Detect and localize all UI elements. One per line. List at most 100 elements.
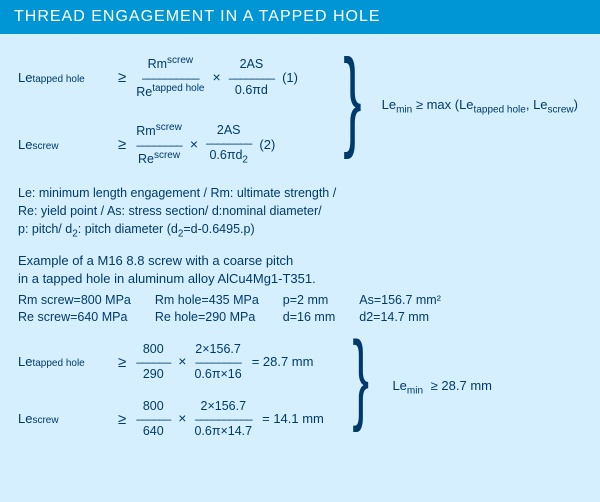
gte-symbol: ≥ — [118, 409, 126, 430]
eq2-frac2: 2AS –––––––– 0.6πd2 — [206, 122, 251, 168]
eq2-f2-line: –––––––– — [206, 140, 251, 146]
c2-f2-line: –––––––––– — [195, 416, 252, 422]
eq2-lhs: Lescrew — [18, 136, 110, 154]
example-l2: in a tapped hole in aluminum alloy AlCu4… — [18, 270, 582, 288]
eq2-f2d-sub: 2 — [242, 155, 248, 166]
mult-symbol: × — [213, 68, 221, 88]
eq2-lhs-base: Le — [18, 136, 32, 154]
header-bar: THREAD ENGAGEMENT IN A TAPPED HOLE — [0, 0, 600, 34]
c1-f2-line: –––––––– — [195, 359, 240, 365]
param-col-4: As=156.7 mm² d2=14.7 mm — [359, 292, 441, 327]
c1-f1d: 290 — [143, 366, 164, 384]
param-col-3: p=2 mm d=16 mm — [283, 292, 335, 327]
gte-symbol: ≥ — [118, 134, 126, 155]
eq2-number: (2) — [259, 136, 275, 154]
brace-1: } — [343, 52, 361, 146]
mr1-sep: , — [526, 97, 533, 112]
gte-symbol: ≥ — [118, 67, 126, 88]
calc2-lhs: Lescrew — [18, 410, 110, 428]
param-col-1: Rm screw=800 MPa Re screw=640 MPa — [18, 292, 131, 327]
eq1-f1d-sup: tapped hole — [152, 83, 204, 94]
gte-symbol: ≥ — [118, 352, 126, 373]
c2-f1d: 640 — [143, 423, 164, 441]
eq2-f1d-sup: screw — [154, 150, 180, 161]
c2-lhs-base: Le — [18, 410, 32, 428]
eq1-lhs: Letapped hole — [18, 69, 110, 87]
content-area: Letapped hole ≥ Rmscrew –––––––––– Retap… — [0, 34, 600, 441]
c2-f1-line: –––––– — [136, 416, 170, 422]
eq1-frac2: 2AS –––––––– 0.6πd — [229, 56, 274, 99]
mr1-op: ≥ max ( — [416, 97, 459, 112]
mid-result-1: Lemin ≥ max (Letapped hole, Lescrew) — [382, 96, 578, 118]
eq2-f1d-base: Re — [138, 152, 154, 166]
param-re-screw: Re screw=640 MPa — [18, 309, 131, 327]
mr2-rhs: ≥ 28.7 mm — [431, 378, 492, 393]
eq2-f1n-base: Rm — [136, 124, 155, 138]
legend-l3-mid: : pitch diameter (d — [78, 222, 178, 236]
mid-result-2: Lemin ≥ 28.7 mm — [392, 377, 492, 399]
eq2-f2d-pre: 0.6πd — [209, 148, 242, 162]
equation-1: Letapped hole ≥ Rmscrew –––––––––– Retap… — [18, 54, 582, 101]
param-col-2: Rm hole=435 MPa Re hole=290 MPa — [155, 292, 259, 327]
eq2-f1n-sup: screw — [156, 122, 182, 133]
c2-lhs-sub: screw — [32, 414, 58, 428]
header-title: THREAD ENGAGEMENT IN A TAPPED HOLE — [14, 8, 381, 25]
mr1-b-base: Le — [533, 97, 547, 112]
brace-2: } — [352, 335, 369, 420]
mr1-a-sub: tapped hole — [474, 105, 526, 116]
mr1-close: ) — [574, 97, 578, 112]
mult-symbol: × — [178, 352, 186, 372]
legend-l3-post: =d-0.6495.p) — [183, 222, 254, 236]
mr1-a-base: Le — [459, 97, 473, 112]
mr1-sub: min — [396, 105, 412, 116]
eq1-lhs-base: Le — [18, 69, 32, 87]
formula-block-1: Letapped hole ≥ Rmscrew –––––––––– Retap… — [18, 54, 582, 166]
c2-f2d: 0.6π×14.7 — [194, 423, 252, 441]
eq1-f2-line: –––––––– — [229, 75, 274, 81]
param-d2: d2=14.7 mm — [359, 309, 441, 327]
calc-1: Letapped hole ≥ 800 –––––– 290 × 2×156.7… — [18, 341, 582, 384]
eq2-f1-line: –––––––– — [136, 142, 181, 148]
c1-lhs-sub: tapped hole — [32, 357, 84, 371]
legend-l1: Le: minimum length engagement / Rm: ulti… — [18, 184, 582, 202]
equation-2: Lescrew ≥ Rmscrew –––––––– Rescrew × 2AS… — [18, 121, 582, 168]
eq1-f1n-base: Rm — [148, 57, 167, 71]
param-rm-hole: Rm hole=435 MPa — [155, 292, 259, 310]
calc-2: Lescrew ≥ 800 –––––– 640 × 2×156.7 –––––… — [18, 398, 582, 441]
legend: Le: minimum length engagement / Rm: ulti… — [18, 184, 582, 242]
mult-symbol: × — [190, 135, 198, 155]
param-rm-screw: Rm screw=800 MPa — [18, 292, 131, 310]
eq1-f1-line: –––––––––– — [142, 75, 199, 81]
param-re-hole: Re hole=290 MPa — [155, 309, 259, 327]
eq2-lhs-sub: screw — [32, 140, 58, 154]
c1-f2d: 0.6π×16 — [194, 366, 241, 384]
legend-l3-pre: p: pitch/ d — [18, 222, 72, 236]
example-intro: Example of a M16 8.8 screw with a coarse… — [18, 252, 582, 288]
eq1-number: (1) — [282, 69, 298, 87]
eq1-lhs-sub: tapped hole — [32, 73, 84, 87]
legend-l3: p: pitch/ d2: pitch diameter (d2=d-0.649… — [18, 220, 582, 242]
mult-symbol: × — [178, 409, 186, 429]
mr2-sub: min — [407, 385, 423, 396]
calc1-frac2: 2×156.7 –––––––– 0.6π×16 — [194, 341, 241, 384]
c2-result: = 14.1 mm — [262, 410, 324, 428]
calc2-frac2: 2×156.7 –––––––––– 0.6π×14.7 — [194, 398, 252, 441]
eq1-f1d-base: Re — [136, 85, 152, 99]
calc1-lhs: Letapped hole — [18, 353, 110, 371]
parameters: Rm screw=800 MPa Re screw=640 MPa Rm hol… — [18, 292, 582, 327]
eq1-f2d: 0.6πd — [235, 82, 268, 100]
mr2-base: Le — [392, 378, 406, 393]
c1-f1-line: –––––– — [136, 359, 170, 365]
eq1-f1n-sup: screw — [167, 55, 193, 66]
calculation-block: Letapped hole ≥ 800 –––––– 290 × 2×156.7… — [18, 341, 582, 441]
mr1-base: Le — [382, 97, 396, 112]
example-l1: Example of a M16 8.8 screw with a coarse… — [18, 252, 582, 270]
calc1-frac1: 800 –––––– 290 — [136, 341, 170, 384]
eq2-frac1: Rmscrew –––––––– Rescrew — [136, 121, 182, 168]
mr1-b-sub: screw — [548, 105, 574, 116]
eq1-frac1: Rmscrew –––––––––– Retapped hole — [136, 54, 204, 101]
param-as: As=156.7 mm² — [359, 292, 441, 310]
calc2-frac1: 800 –––––– 640 — [136, 398, 170, 441]
legend-l2: Re: yield point / As: stress section/ d:… — [18, 202, 582, 220]
c1-result: = 28.7 mm — [252, 353, 314, 371]
